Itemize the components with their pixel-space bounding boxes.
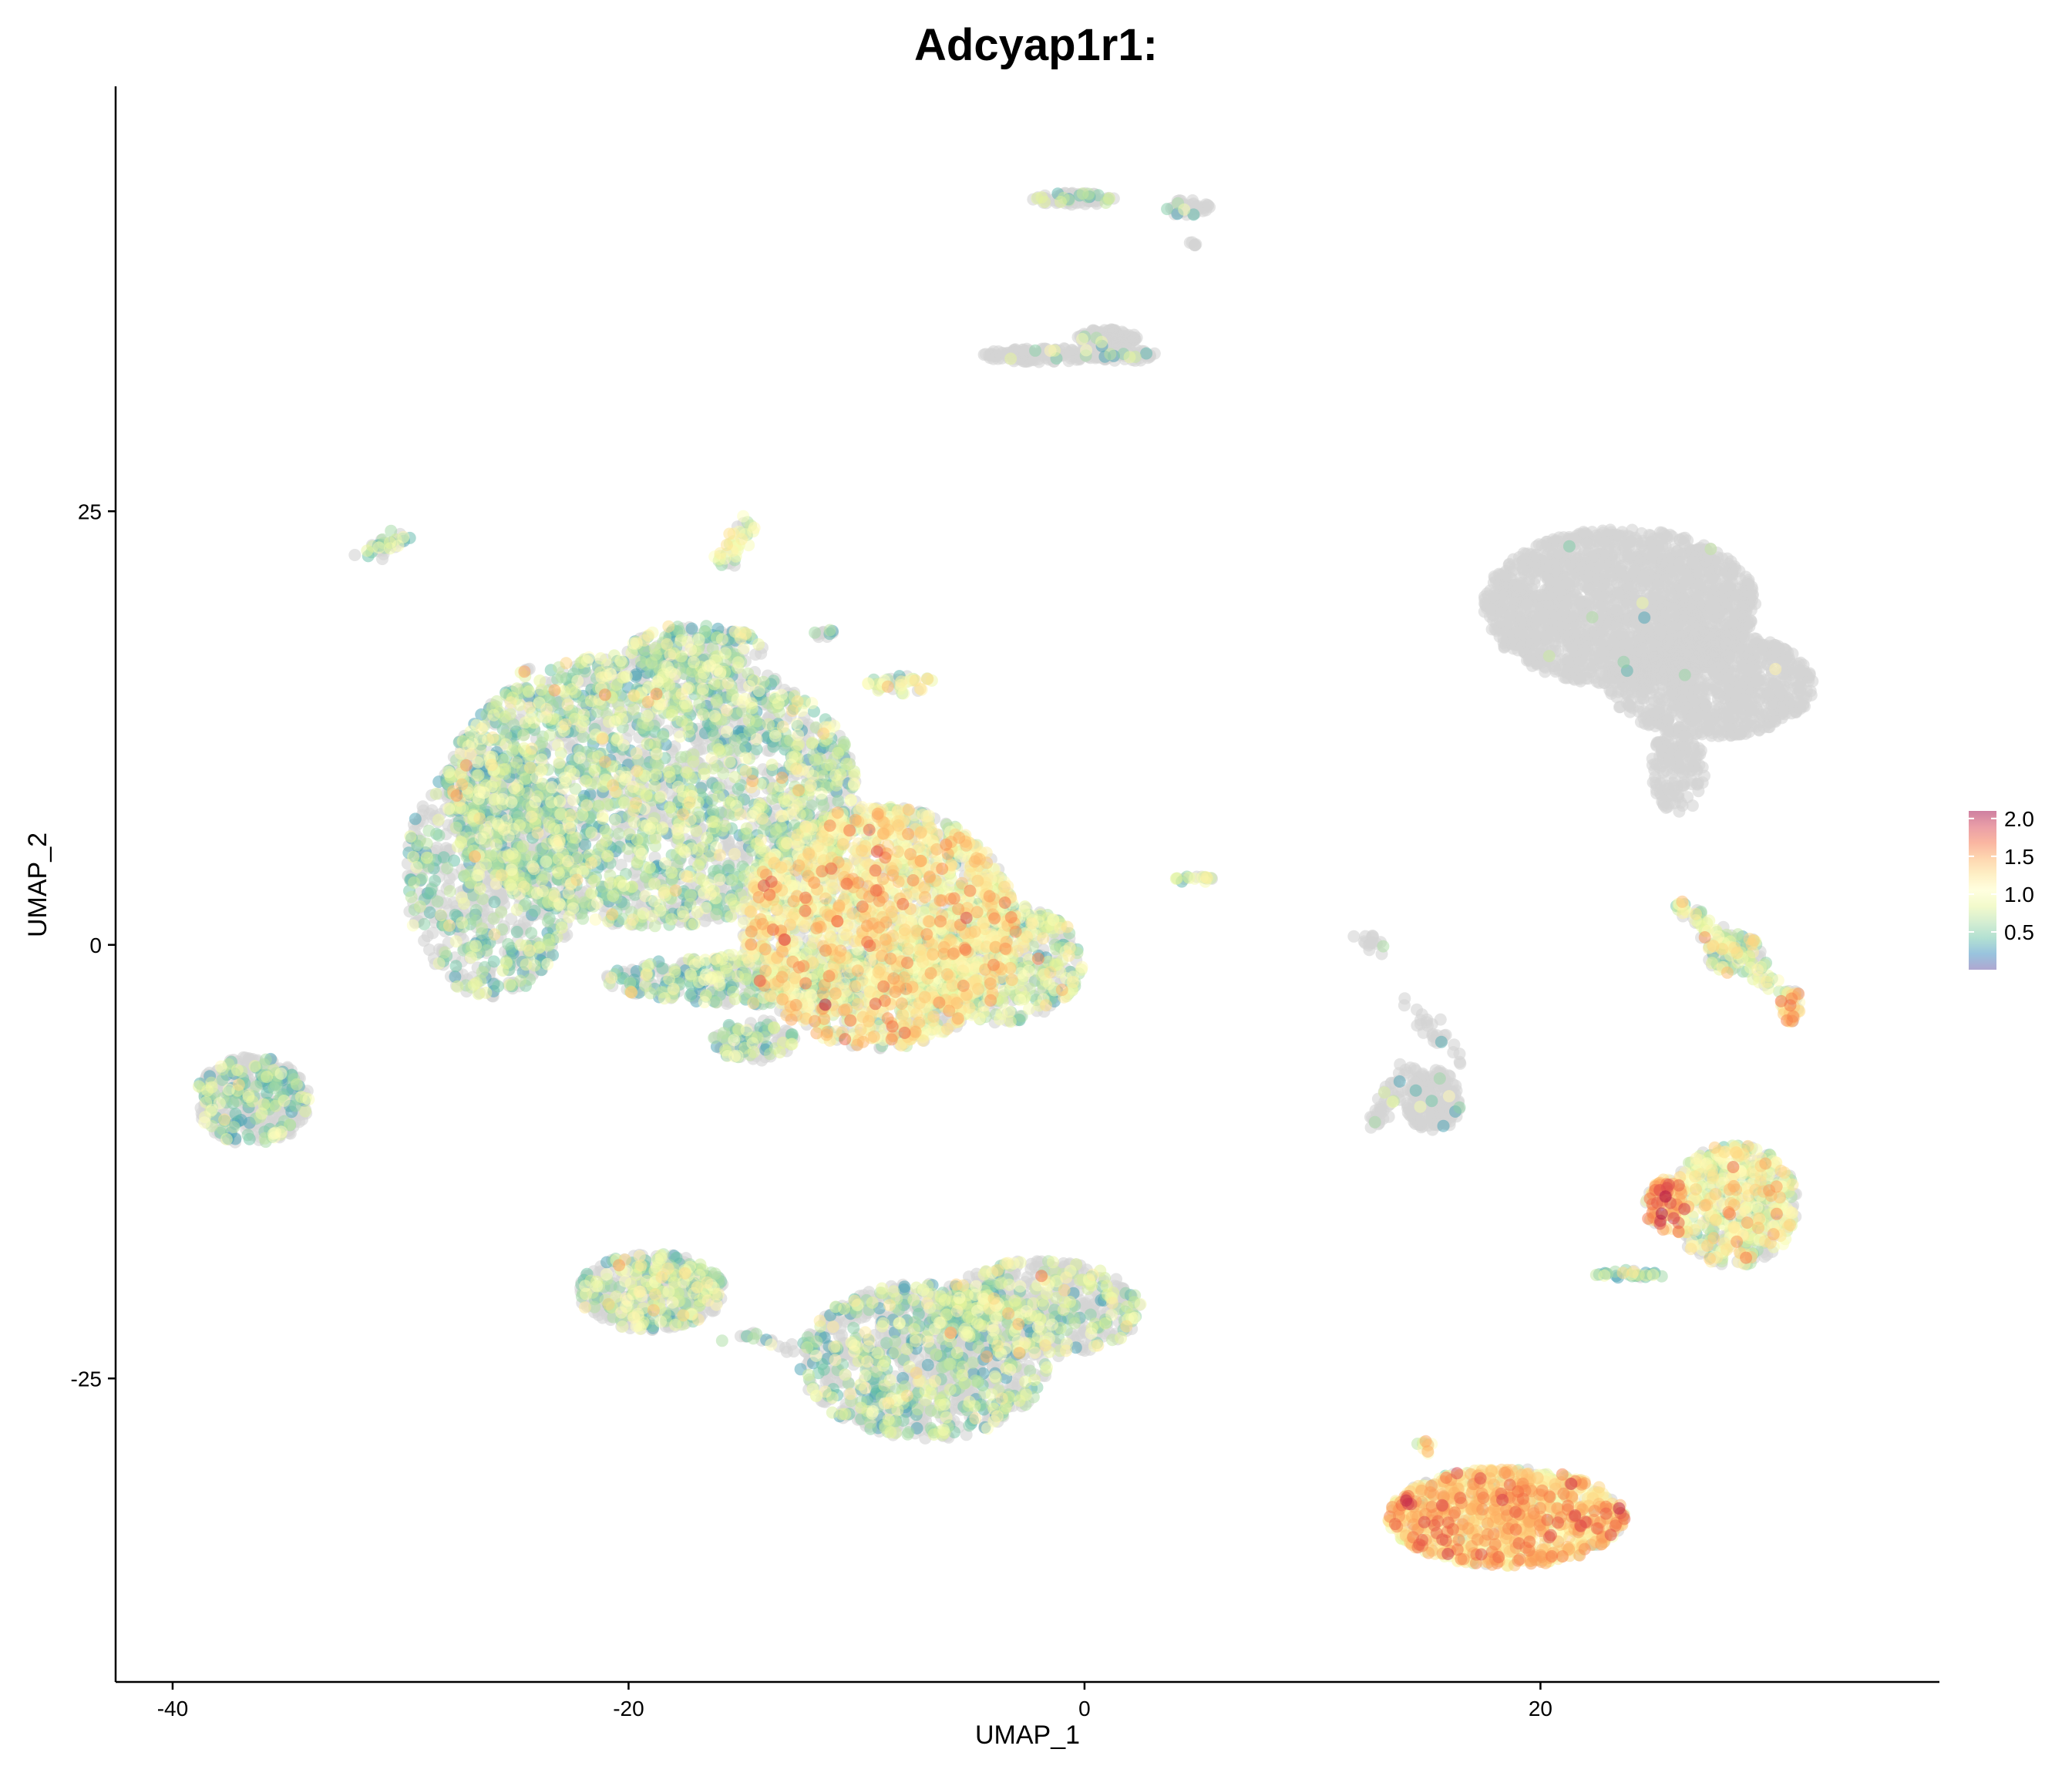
cell-point xyxy=(756,763,769,776)
cell-point xyxy=(443,872,456,885)
cell-point xyxy=(614,859,627,871)
cell-point xyxy=(1024,1263,1038,1276)
scatter-points xyxy=(193,187,1819,1572)
cell-point xyxy=(426,927,439,940)
chart-title: Adcyap1r1: xyxy=(914,20,1158,70)
cell-point xyxy=(416,800,429,813)
cell-point xyxy=(960,1428,973,1441)
